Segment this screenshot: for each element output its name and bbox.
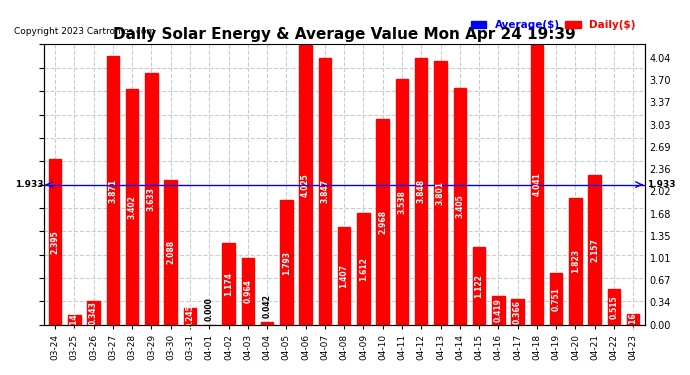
Bar: [531, 44, 543, 325]
Text: 2.968: 2.968: [378, 210, 387, 234]
Text: 3.538: 3.538: [397, 190, 406, 214]
Text: Copyright 2023 Cartronics.com: Copyright 2023 Cartronics.com: [14, 27, 155, 36]
Text: 3.633: 3.633: [147, 187, 156, 211]
Text: 3.847: 3.847: [320, 179, 329, 203]
Bar: [415, 58, 428, 325]
Text: 0.366: 0.366: [513, 300, 522, 324]
Text: 0.000: 0.000: [205, 297, 214, 321]
Text: 3.801: 3.801: [436, 181, 445, 205]
Text: 0.515: 0.515: [609, 295, 618, 319]
Text: 1.823: 1.823: [571, 249, 580, 273]
Bar: [145, 73, 158, 325]
Bar: [492, 296, 504, 325]
Bar: [88, 301, 100, 325]
Text: 0.146: 0.146: [70, 308, 79, 332]
Text: 0.751: 0.751: [551, 287, 561, 310]
Text: 4.041: 4.041: [533, 172, 542, 196]
Text: 3.402: 3.402: [128, 195, 137, 219]
Bar: [473, 247, 485, 325]
Bar: [395, 79, 408, 325]
Bar: [184, 308, 196, 325]
Text: 1.122: 1.122: [475, 274, 484, 298]
Title: Daily Solar Energy & Average Value Mon Apr 24 19:39: Daily Solar Energy & Average Value Mon A…: [112, 27, 575, 42]
Text: 3.405: 3.405: [455, 195, 464, 219]
Text: 0.419: 0.419: [494, 298, 503, 322]
Bar: [569, 198, 582, 325]
Text: 0.964: 0.964: [244, 279, 253, 303]
Text: 0.042: 0.042: [263, 294, 272, 318]
Bar: [126, 89, 139, 325]
Bar: [511, 299, 524, 325]
Bar: [357, 213, 370, 325]
Text: 0.343: 0.343: [89, 301, 98, 325]
Text: 2.088: 2.088: [166, 240, 175, 264]
Bar: [319, 58, 331, 325]
Text: 1.174: 1.174: [224, 272, 233, 296]
Bar: [222, 243, 235, 325]
Legend: Average($), Daily($): Average($), Daily($): [466, 16, 640, 34]
Text: 1.933: 1.933: [15, 180, 43, 189]
Bar: [589, 175, 601, 325]
Bar: [241, 258, 254, 325]
Text: 2.395: 2.395: [50, 230, 59, 254]
Text: 1.933: 1.933: [647, 180, 676, 189]
Bar: [377, 119, 389, 325]
Bar: [627, 314, 640, 325]
Bar: [299, 45, 312, 325]
Bar: [49, 159, 61, 325]
Text: 1.793: 1.793: [282, 251, 290, 274]
Text: 0.245: 0.245: [186, 304, 195, 328]
Text: 0.160: 0.160: [629, 307, 638, 331]
Bar: [550, 273, 562, 325]
Bar: [68, 315, 81, 325]
Bar: [164, 180, 177, 325]
Text: 4.025: 4.025: [301, 173, 310, 197]
Text: 1.612: 1.612: [359, 257, 368, 281]
Text: 3.848: 3.848: [417, 179, 426, 203]
Bar: [261, 322, 273, 325]
Bar: [280, 200, 293, 325]
Bar: [434, 61, 446, 325]
Bar: [107, 56, 119, 325]
Text: 2.157: 2.157: [590, 238, 599, 262]
Bar: [608, 289, 620, 325]
Bar: [338, 227, 351, 325]
Text: 3.871: 3.871: [108, 178, 117, 203]
Text: 1.407: 1.407: [339, 264, 348, 288]
Bar: [453, 88, 466, 325]
